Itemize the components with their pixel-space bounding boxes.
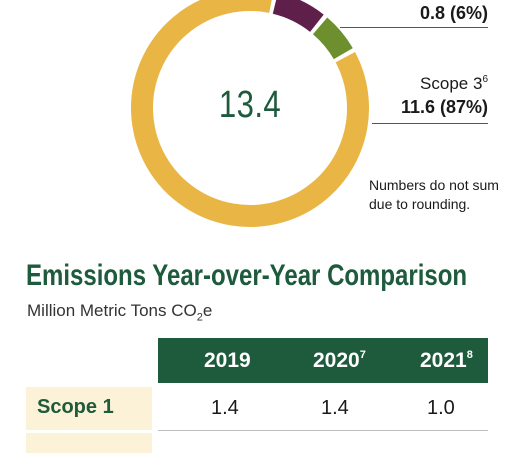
row-divider (158, 430, 488, 431)
rounding-note: Numbers do not sum due to rounding. (369, 177, 499, 212)
row-label-scope1: Scope 1 (37, 396, 114, 418)
donut-center-total: 13.4 (218, 84, 282, 126)
scope1-slice (272, 0, 324, 33)
row-label-cell-next (26, 433, 152, 453)
cell-scope1-2021: 1.0 (427, 397, 455, 419)
cell-scope1-2019: 1.4 (211, 397, 239, 419)
top-slice-value: 0.8 (6%) (419, 3, 488, 23)
table-header-band (158, 338, 488, 383)
scope3-slice (131, 0, 369, 227)
scope3-leader-line (372, 123, 488, 124)
column-header-2019: 2019 (204, 349, 251, 372)
row-label-cell (26, 387, 152, 430)
donut-chart (131, 0, 369, 227)
scope2-slice (312, 17, 353, 60)
cell-scope1-2020: 1.4 (321, 397, 349, 419)
section-title: Emissions Year-over-Year Comparison (26, 259, 468, 292)
unit-subtitle: Million Metric Tons CO2e (27, 301, 213, 324)
top-leader-line (340, 27, 488, 28)
scope3-label: Scope 36 (420, 74, 488, 93)
scope3-value: 11.6 (87%) (400, 97, 488, 117)
column-header-2021: 20218 (420, 349, 473, 372)
column-header-2020: 20207 (313, 349, 366, 372)
